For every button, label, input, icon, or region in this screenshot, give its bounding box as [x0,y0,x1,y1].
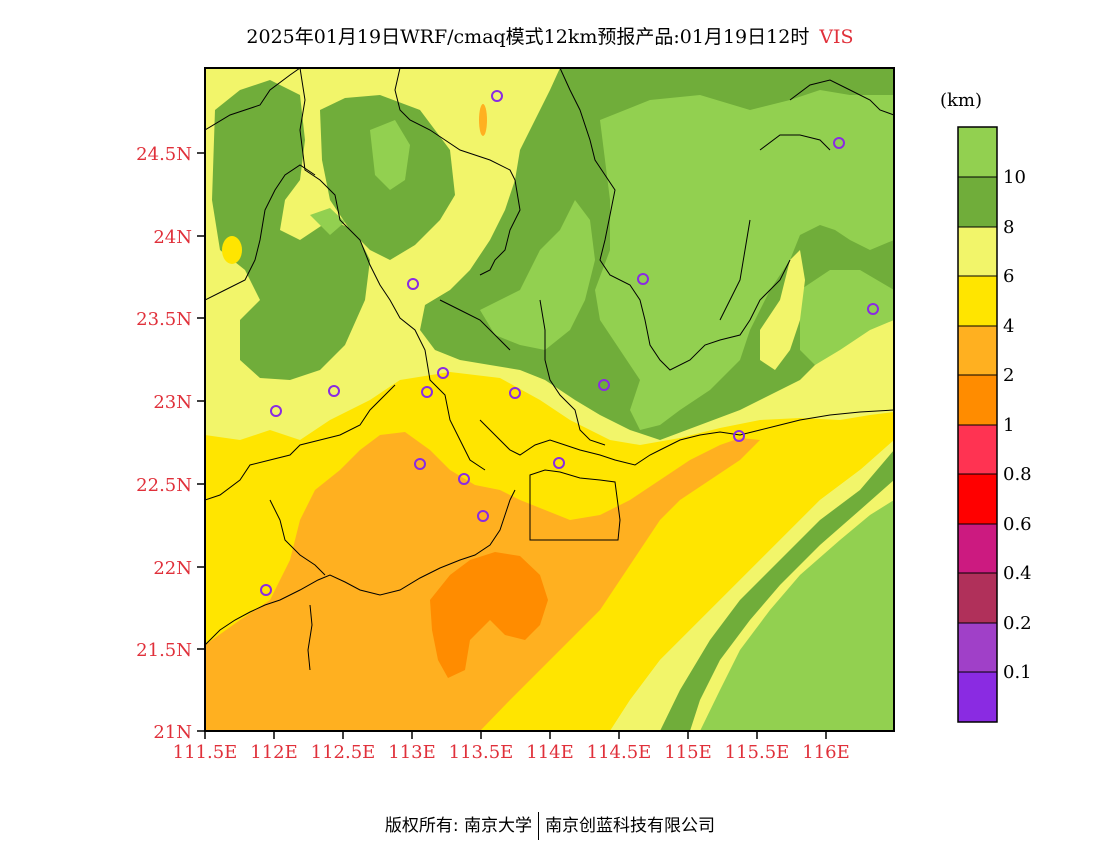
station-marker[interactable] [407,278,419,290]
colorbar-unit: (km) [940,90,983,111]
zone-4-6-speck-w [222,236,242,264]
y-tick-label: 23.5N [136,309,192,330]
colorbar-swatch [958,573,997,623]
colorbar-label: 0.4 [1003,563,1032,584]
zone-1-2 [430,552,548,678]
colorbar-swatch [958,623,997,672]
y-tick-label: 21N [153,722,192,743]
station-marker[interactable] [867,303,879,315]
station-marker[interactable] [509,387,521,399]
variable-label: VIS [819,26,854,48]
x-tick-label: 116E [802,742,850,763]
colorbar-label: 1 [1003,415,1015,436]
colorbar-label: 8 [1003,217,1015,238]
colorbar-swatch [958,474,997,524]
colorbar-swatch [958,672,997,722]
zone-gt10-patch2 [310,208,345,235]
station-marker[interactable] [414,458,426,470]
y-tick-label: 22.5N [136,475,192,496]
zone-8-10-offshore [660,450,894,731]
station-marker[interactable] [491,90,503,102]
tick-marks [197,152,827,739]
station-marker[interactable] [733,430,745,442]
colorbar-label: 0.1 [1003,662,1032,683]
chart-title: 2025年01月19日WRF/cmaq模式12km预报产品:01月19日12时 V… [0,22,1100,49]
station-marker[interactable] [437,367,449,379]
x-tick-label: 112.5E [311,742,376,763]
colorbar-swatch [958,326,997,375]
colorbar-label: 0.2 [1003,613,1032,634]
colorbar-label: 0.8 [1003,464,1032,485]
zone-4-6-speck [479,104,487,136]
zone-gt10-ne [595,90,894,430]
colorbar-label: 4 [1003,316,1015,337]
colorbar-dividers [958,176,997,673]
colorbar-border [957,126,998,723]
colorbar-swatch [958,524,997,573]
copyright-left: 版权所有: 南京大学 [384,816,533,836]
stations [260,90,879,596]
station-marker[interactable] [421,386,433,398]
colorbar-label: 6 [1003,266,1015,287]
station-marker[interactable] [598,379,610,391]
x-tick-label: 112E [250,742,298,763]
colorbar [957,126,998,723]
colorbar-swatch [958,276,997,326]
station-marker[interactable] [328,385,340,397]
x-tick-label: 113.5E [449,742,514,763]
x-tick-label: 115E [664,742,712,763]
x-tick-label: 113E [388,742,436,763]
copyright-footer: 版权所有: 南京大学 南京创蓝科技有限公司 [0,811,1100,840]
y-tick-label: 23N [153,392,192,413]
station-marker[interactable] [637,273,649,285]
zone-6-8-se [780,330,894,420]
y-tick-label: 21.5N [136,640,192,661]
y-tick-label: 24N [153,227,192,248]
zone-6-8-offshore [610,440,894,731]
station-marker[interactable] [260,584,272,596]
map-fill [205,68,894,731]
colorbar-swatch [958,227,997,276]
footer-divider [538,812,540,840]
title-text: 2025年01月19日WRF/cmaq模式12km预报产品:01月19日12时 [246,26,810,48]
y-tick-label: 24.5N [136,144,192,165]
colorbar-label: 2 [1003,365,1015,386]
station-marker[interactable] [833,137,845,149]
x-tick-label: 115.5E [725,742,790,763]
admin-boundaries [205,68,894,671]
colorbar-swatch [958,425,997,474]
station-marker[interactable] [458,473,470,485]
station-marker[interactable] [477,510,489,522]
x-tick-label: 114.5E [587,742,652,763]
y-tick-label: 22N [153,558,192,579]
station-marker[interactable] [270,405,282,417]
station-marker[interactable] [553,457,565,469]
copyright-right: 南京创蓝科技有限公司 [545,816,716,836]
zone-gt10-offshore [700,500,894,731]
x-tick-label: 111.5E [173,742,238,763]
zone-8-10-west [212,80,370,380]
colorbar-swatch [958,375,997,425]
zone-gt10-east [800,270,894,365]
colorbar-swatch [958,127,997,177]
zone-6-8-east [760,250,805,370]
colorbar-swatch [958,177,997,227]
x-tick-label: 114E [526,742,574,763]
colorbar-label: 10 [1003,167,1026,188]
colorbar-label: 0.6 [1003,514,1032,535]
zone-gt10-patch [370,120,410,190]
zone-gt10-mid [480,200,595,350]
